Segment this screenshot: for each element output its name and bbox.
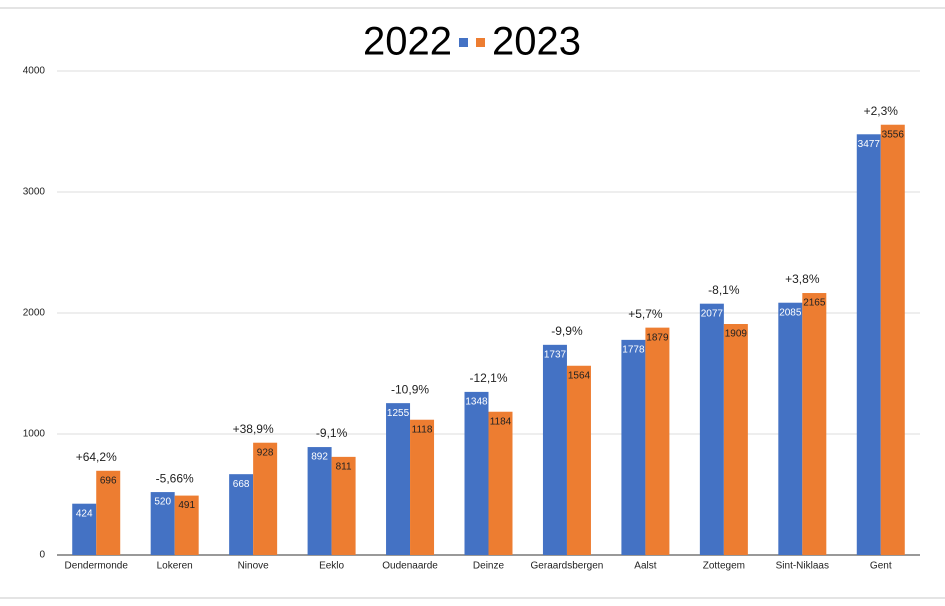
bar [645, 327, 670, 555]
bar [253, 442, 278, 555]
bar [621, 339, 646, 555]
data-label: 491 [178, 500, 195, 511]
data-label: 3556 [882, 129, 905, 140]
bar [542, 344, 567, 555]
legend-label: 2023 [492, 20, 581, 64]
annotation: -5,66% [156, 471, 194, 485]
data-label: 892 [311, 452, 328, 463]
bar [307, 447, 332, 555]
bar [488, 411, 513, 555]
data-label: 1255 [387, 408, 410, 419]
annotation: +64,2% [76, 450, 117, 464]
bar [229, 474, 254, 555]
x-tick-label: Gent [870, 561, 892, 572]
bar [96, 470, 121, 555]
annotation: +38,9% [233, 422, 274, 436]
data-label: 2165 [803, 298, 826, 309]
bar [150, 492, 175, 555]
annotation: +5,7% [628, 307, 663, 321]
y-tick-label: 3000 [23, 187, 46, 198]
data-label: 1909 [725, 329, 748, 340]
annotation: -10,9% [391, 382, 429, 396]
annotation: -9,1% [316, 426, 348, 440]
legend-swatch [459, 38, 468, 47]
x-tick-label: Ninove [238, 561, 270, 572]
bar [72, 503, 97, 555]
data-label: 1564 [568, 370, 591, 381]
data-label: 2085 [779, 307, 802, 318]
bar [331, 456, 356, 555]
data-label: 424 [76, 508, 93, 519]
legend-label: 2022 [363, 20, 452, 64]
data-label: 668 [233, 479, 250, 490]
x-tick-label: Lokeren [157, 561, 193, 572]
x-tick-label: Eeklo [319, 561, 344, 572]
data-label: 1737 [544, 349, 567, 360]
data-label: 520 [154, 497, 171, 508]
y-tick-label: 0 [39, 550, 45, 561]
data-label: 3477 [858, 139, 881, 150]
annotation: -12,1% [469, 371, 507, 385]
bar [802, 293, 827, 555]
data-label: 811 [336, 462, 352, 473]
bar [723, 324, 748, 555]
data-label: 1348 [465, 397, 488, 408]
x-tick-label: Sint-Niklaas [776, 561, 829, 572]
x-tick-label: Oudenaarde [382, 561, 438, 572]
data-label: 1118 [412, 424, 433, 435]
annotation: +2,3% [864, 104, 899, 118]
data-label: 2077 [701, 308, 724, 319]
bar [699, 303, 724, 555]
bar [174, 495, 199, 555]
data-label: 928 [257, 447, 274, 458]
x-tick-label: Deinze [473, 561, 505, 572]
y-tick-label: 2000 [23, 308, 46, 319]
x-tick-label: Zottegem [703, 561, 745, 572]
bar [856, 134, 881, 555]
annotation: -8,1% [708, 283, 740, 297]
legend-swatch [476, 38, 485, 47]
annotation: +3,8% [785, 272, 820, 286]
data-label: 1879 [646, 332, 669, 343]
x-tick-label: Geraardsbergen [531, 561, 604, 572]
x-tick-label: Aalst [634, 561, 656, 572]
data-label: 1184 [490, 416, 512, 427]
annotation: -9,9% [551, 324, 583, 338]
y-tick-label: 1000 [23, 429, 46, 440]
data-label: 696 [100, 475, 117, 486]
bar [410, 419, 435, 555]
bar [880, 124, 905, 555]
bar [386, 403, 411, 555]
data-label: 1778 [622, 345, 645, 356]
x-tick-label: Dendermonde [65, 561, 129, 572]
bar [778, 302, 803, 555]
bar [566, 365, 591, 555]
y-tick-label: 4000 [23, 66, 46, 77]
bar [464, 391, 489, 555]
